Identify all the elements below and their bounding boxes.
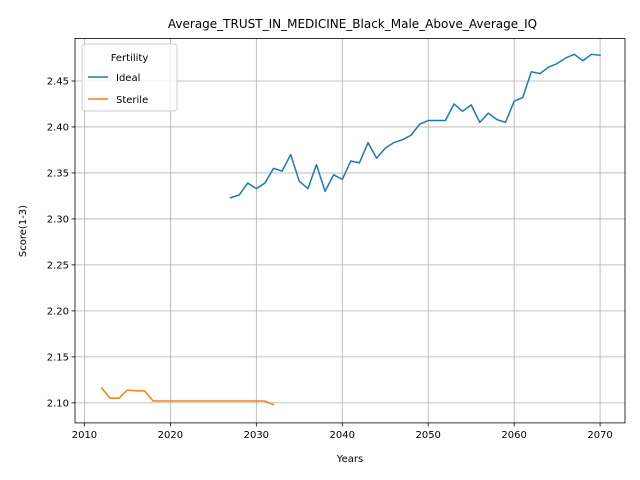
legend-title: Fertility (111, 53, 149, 64)
legend: Fertility Ideal Sterile (81, 43, 178, 112)
y-tick-label: 2.45 (47, 76, 69, 87)
plot-frame (74, 38, 626, 424)
y-tick-label: 2.40 (47, 122, 69, 133)
x-tick-label: 2020 (158, 430, 183, 441)
y-tick-label: 2.30 (47, 214, 69, 225)
y-tick-label: 2.35 (47, 168, 69, 179)
x-tick-label: 2060 (501, 430, 526, 441)
chart-title: Average_TRUST_IN_MEDICINE_Black_Male_Abo… (168, 17, 537, 31)
x-tick-label: 2040 (330, 430, 355, 441)
y-tick-label: 2.10 (47, 398, 69, 409)
x-axis: 2010 2020 2030 2040 2050 2060 2070 (72, 422, 613, 441)
series-layer (100, 53, 601, 406)
y-tick-label: 2.15 (47, 352, 69, 363)
legend-label-sterile: Sterile (116, 95, 148, 106)
legend-label-ideal: Ideal (116, 73, 140, 84)
x-tick-label: 2030 (244, 430, 269, 441)
x-tick-label: 2010 (72, 430, 97, 441)
series-line-sterile (100, 387, 275, 406)
y-tick-label: 2.20 (47, 306, 69, 317)
legend-box (81, 43, 178, 112)
x-tick-label: 2070 (587, 430, 612, 441)
y-axis-label: Score(1-3) (18, 205, 29, 257)
grid (75, 38, 625, 423)
y-axis: 2.10 2.15 2.20 2.25 2.30 2.35 2.40 2.45 (47, 76, 75, 409)
y-tick-label: 2.25 (47, 260, 69, 271)
x-tick-label: 2050 (415, 430, 440, 441)
series-line-ideal (229, 53, 601, 199)
x-axis-label: Years (336, 454, 363, 465)
